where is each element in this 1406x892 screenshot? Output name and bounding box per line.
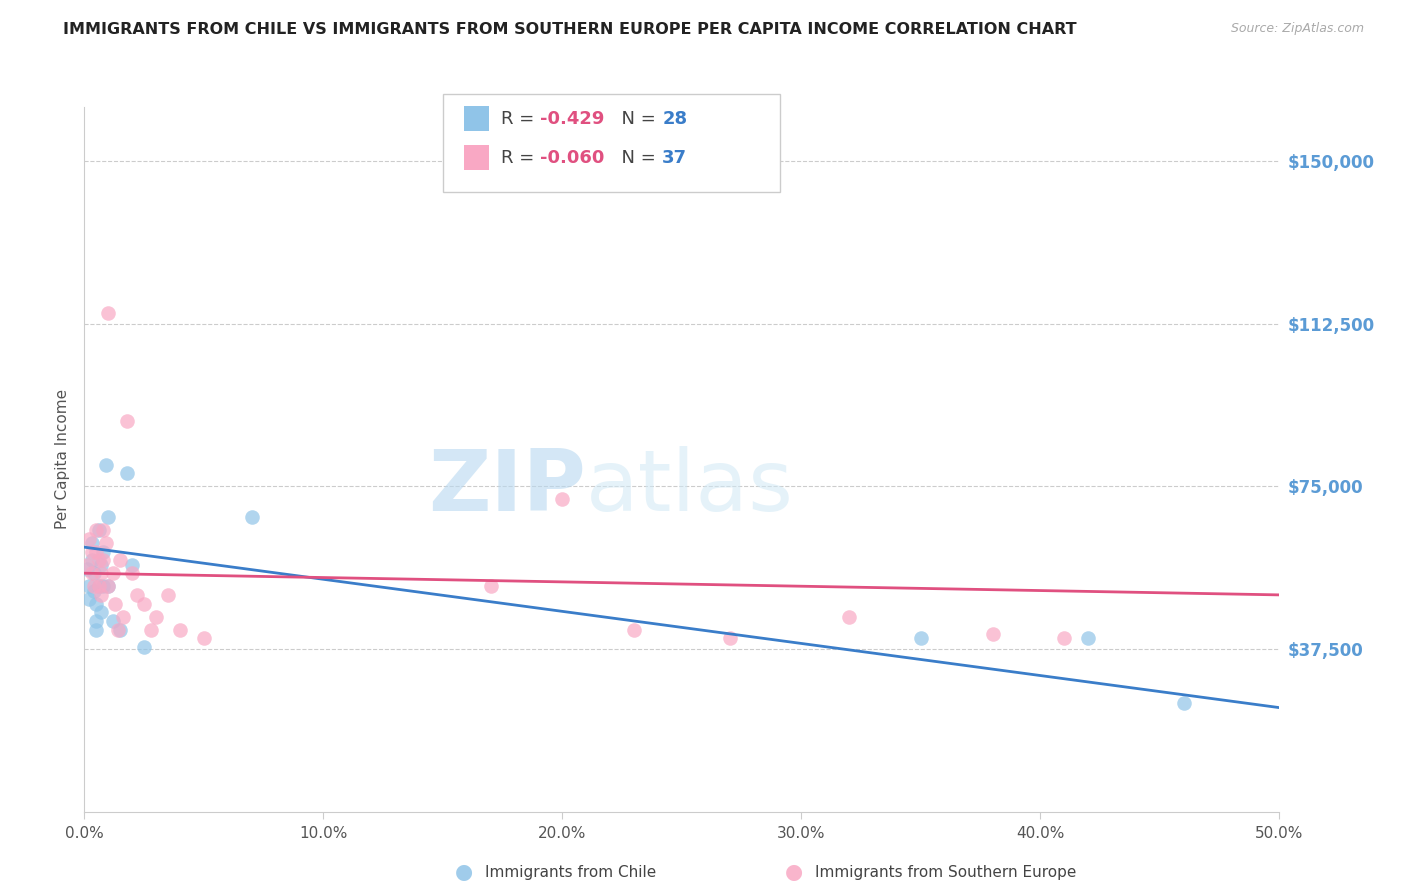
Point xyxy=(157,588,180,602)
Point xyxy=(193,632,215,646)
Point xyxy=(83,583,105,598)
Text: N =: N = xyxy=(610,110,662,128)
Point xyxy=(80,544,103,558)
Text: Immigrants from Southern Europe: Immigrants from Southern Europe xyxy=(815,865,1077,880)
Point xyxy=(93,544,115,558)
Point xyxy=(83,566,105,581)
Point xyxy=(86,614,108,628)
Point xyxy=(107,623,129,637)
Point xyxy=(97,579,120,593)
Point xyxy=(97,509,120,524)
Point xyxy=(479,579,502,593)
Point xyxy=(87,553,110,567)
Point xyxy=(104,597,127,611)
Text: ZIP: ZIP xyxy=(429,446,586,529)
Point xyxy=(838,609,860,624)
Point xyxy=(86,544,108,558)
Text: ●: ● xyxy=(456,863,472,882)
Text: Immigrants from Chile: Immigrants from Chile xyxy=(485,865,657,880)
Point xyxy=(117,467,139,481)
Point xyxy=(76,562,98,576)
Point xyxy=(121,558,143,572)
Point xyxy=(132,597,156,611)
Point xyxy=(910,632,932,646)
Point xyxy=(77,592,100,607)
Point xyxy=(97,306,120,320)
Point xyxy=(101,566,124,581)
Point xyxy=(90,566,112,581)
Point xyxy=(93,579,115,593)
Point xyxy=(169,623,191,637)
Point xyxy=(121,566,143,581)
Text: Source: ZipAtlas.com: Source: ZipAtlas.com xyxy=(1230,22,1364,36)
Point xyxy=(80,566,103,581)
Point xyxy=(111,609,134,624)
Point xyxy=(93,523,115,537)
Point xyxy=(117,414,139,428)
Point xyxy=(76,558,98,572)
Point xyxy=(97,579,120,593)
Point xyxy=(551,492,574,507)
Point xyxy=(77,579,100,593)
Point xyxy=(94,536,117,550)
Point xyxy=(94,458,117,472)
Point xyxy=(101,614,124,628)
Text: 28: 28 xyxy=(662,110,688,128)
Point xyxy=(132,640,156,654)
Point xyxy=(125,588,148,602)
Text: atlas: atlas xyxy=(586,446,794,529)
Point xyxy=(240,509,263,524)
Text: N =: N = xyxy=(610,149,662,167)
Text: R =: R = xyxy=(501,149,540,167)
Point xyxy=(87,523,110,537)
Point xyxy=(83,579,105,593)
Point xyxy=(110,553,132,567)
Point xyxy=(141,623,163,637)
Point xyxy=(718,632,741,646)
Point xyxy=(80,536,103,550)
Point xyxy=(77,532,100,546)
Y-axis label: Per Capita Income: Per Capita Income xyxy=(55,389,70,530)
Point xyxy=(86,597,108,611)
Point xyxy=(1173,696,1195,710)
Text: -0.060: -0.060 xyxy=(540,149,605,167)
Point xyxy=(86,523,108,537)
Point xyxy=(110,623,132,637)
Point xyxy=(90,588,112,602)
Text: IMMIGRANTS FROM CHILE VS IMMIGRANTS FROM SOUTHERN EUROPE PER CAPITA INCOME CORRE: IMMIGRANTS FROM CHILE VS IMMIGRANTS FROM… xyxy=(63,22,1077,37)
Point xyxy=(145,609,167,624)
Point xyxy=(90,605,112,619)
Point xyxy=(87,579,110,593)
Point xyxy=(1077,632,1099,646)
Point xyxy=(1053,632,1076,646)
Point xyxy=(981,627,1004,641)
Point xyxy=(80,553,103,567)
Text: 37: 37 xyxy=(662,149,688,167)
Text: R =: R = xyxy=(501,110,540,128)
Point xyxy=(93,553,115,567)
Text: ●: ● xyxy=(786,863,803,882)
Text: -0.429: -0.429 xyxy=(540,110,605,128)
Point xyxy=(623,623,645,637)
Point xyxy=(90,558,112,572)
Point xyxy=(87,579,110,593)
Point xyxy=(86,623,108,637)
